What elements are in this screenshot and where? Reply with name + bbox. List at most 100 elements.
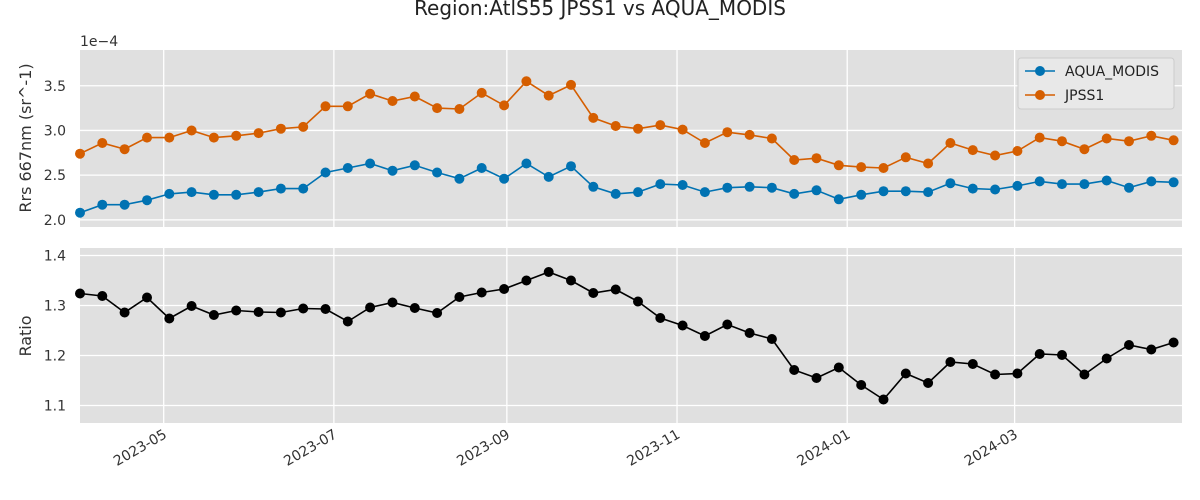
- data-point-ratio: [342, 316, 353, 327]
- data-point-ratio: [365, 302, 376, 313]
- data-point-ratio: [878, 394, 889, 405]
- rrs-panel-background: [80, 50, 1182, 227]
- data-point-jpss1: [856, 162, 867, 173]
- x-tick-label: 2024-01: [795, 427, 854, 470]
- data-point-jpss1: [655, 120, 666, 131]
- data-point-ratio: [499, 284, 510, 294]
- data-point-aqua-modis: [744, 181, 755, 192]
- data-point-ratio: [945, 357, 956, 367]
- rrs-series-group: [75, 76, 1179, 218]
- data-point-jpss1: [97, 138, 108, 148]
- data-point-jpss1: [432, 103, 443, 114]
- data-point-jpss1: [1124, 136, 1134, 147]
- data-point-ratio: [655, 313, 666, 323]
- data-point-aqua-modis: [610, 188, 621, 199]
- data-point-ratio: [75, 288, 85, 299]
- data-point-aqua-modis: [967, 183, 978, 194]
- rrs-y-tick-label: 2.5: [44, 168, 66, 184]
- data-point-aqua-modis: [543, 171, 554, 182]
- data-point-ratio: [789, 365, 800, 375]
- data-point-jpss1: [945, 138, 956, 148]
- data-point-ratio: [766, 334, 777, 344]
- data-point-jpss1: [164, 132, 175, 143]
- data-point-aqua-modis: [342, 163, 353, 173]
- legend: AQUA_MODIS JPSS1: [1017, 57, 1175, 110]
- ratio-panel-background: [80, 248, 1182, 423]
- data-point-ratio: [856, 380, 867, 390]
- data-point-ratio: [1079, 369, 1090, 380]
- data-point-jpss1: [990, 150, 1001, 161]
- rrs-y-tick-label: 3.0: [44, 123, 66, 139]
- legend-box: [1017, 57, 1175, 110]
- data-point-aqua-modis: [1079, 179, 1090, 190]
- data-point-aqua-modis: [231, 189, 242, 200]
- data-point-aqua-modis: [811, 185, 822, 196]
- data-point-ratio: [409, 303, 420, 313]
- data-point-ratio: [923, 378, 934, 388]
- data-point-ratio: [275, 307, 286, 318]
- ratio-y-tick-label: 1.3: [44, 299, 66, 315]
- data-point-aqua-modis: [499, 173, 510, 184]
- data-point-jpss1: [387, 96, 398, 106]
- data-point-aqua-modis: [454, 173, 465, 184]
- data-point-aqua-modis: [945, 178, 956, 189]
- data-point-ratio: [990, 369, 1001, 380]
- data-point-jpss1: [1146, 130, 1157, 141]
- data-point-aqua-modis: [1146, 176, 1157, 187]
- data-point-aqua-modis: [566, 161, 576, 172]
- data-point-jpss1: [833, 160, 844, 171]
- data-point-ratio: [588, 288, 599, 298]
- data-point-jpss1: [722, 127, 733, 138]
- legend-label-jpss1: JPSS1: [1064, 88, 1104, 104]
- data-point-ratio: [900, 368, 911, 379]
- data-point-aqua-modis: [432, 167, 443, 178]
- data-point-aqua-modis: [365, 158, 376, 169]
- data-point-jpss1: [1168, 135, 1179, 146]
- rrs-y-axis-label: Rrs 667nm (sr^-1): [16, 63, 35, 212]
- data-point-ratio: [521, 275, 532, 286]
- data-point-jpss1: [699, 138, 710, 148]
- data-point-aqua-modis: [1168, 177, 1179, 188]
- data-point-jpss1: [208, 132, 219, 143]
- data-point-aqua-modis: [856, 189, 867, 200]
- data-point-ratio: [967, 359, 978, 369]
- rrs-y-axis-ticks: 2.0 2.5 3.0 3.5: [44, 79, 66, 229]
- data-point-jpss1: [409, 91, 420, 102]
- data-point-aqua-modis: [588, 181, 599, 192]
- data-point-ratio: [722, 319, 733, 330]
- data-point-aqua-modis: [298, 183, 309, 194]
- data-point-ratio: [1168, 337, 1179, 348]
- data-point-aqua-modis: [75, 207, 85, 218]
- data-point-ratio: [811, 373, 822, 383]
- data-point-ratio: [1101, 353, 1112, 364]
- x-tick-label: 2023-07: [281, 427, 340, 470]
- data-point-ratio: [231, 305, 242, 316]
- x-tick-label: 2023-11: [624, 427, 683, 470]
- data-point-aqua-modis: [900, 186, 911, 197]
- data-point-ratio: [744, 328, 755, 338]
- data-point-ratio: [142, 292, 152, 303]
- data-point-aqua-modis: [1124, 182, 1134, 193]
- data-point-jpss1: [923, 158, 934, 169]
- data-point-jpss1: [610, 121, 621, 131]
- data-point-aqua-modis: [164, 188, 175, 199]
- data-point-ratio: [1012, 368, 1023, 379]
- data-point-jpss1: [633, 123, 643, 134]
- data-point-jpss1: [566, 79, 576, 90]
- data-point-jpss1: [744, 129, 755, 140]
- data-point-jpss1: [342, 101, 353, 112]
- ratio-y-axis-ticks: 1.1 1.2 1.3 1.4: [44, 249, 66, 415]
- data-point-aqua-modis: [655, 179, 666, 190]
- data-point-aqua-modis: [119, 199, 130, 210]
- ratio-y-tick-label: 1.2: [44, 349, 66, 365]
- chart-title: Region:AtlS55 JPSS1 vs AQUA_MODIS: [414, 0, 786, 20]
- data-point-jpss1: [543, 90, 554, 101]
- data-point-ratio: [699, 331, 710, 341]
- data-point-aqua-modis: [320, 167, 331, 178]
- data-point-aqua-modis: [789, 188, 800, 199]
- data-point-jpss1: [186, 125, 197, 136]
- rrs-y-tick-label: 3.5: [44, 79, 66, 95]
- data-point-jpss1: [588, 112, 599, 123]
- rrs-y-tick-label: 2.0: [44, 213, 66, 229]
